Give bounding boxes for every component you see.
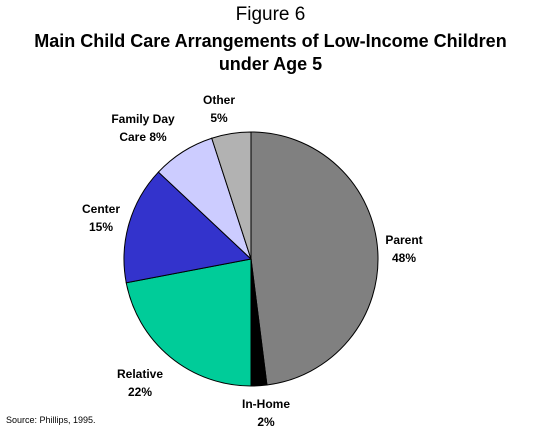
slice-label-1-line-1: 2% (257, 415, 275, 429)
pie-slice-2 (125, 258, 252, 387)
slice-label-1: In-Home 2% (242, 397, 290, 429)
slice-label-4-line-0: Family Day (111, 112, 175, 126)
chart-title-line-2: under Age 5 (218, 54, 323, 74)
slice-label-5-line-0: Other (203, 93, 235, 107)
slice-label-2: Relative 22% (117, 367, 163, 399)
slice-label-2-line-1: 22% (128, 385, 152, 399)
source-note: Source: Phillips, 1995. (6, 415, 96, 425)
slice-label-0-line-0: Parent (385, 233, 422, 247)
slice-label-0: Parent 48% (385, 233, 422, 265)
slice-label-1-line-0: In-Home (242, 397, 290, 411)
slice-label-3: Center 15% (82, 202, 120, 234)
slice-label-2-line-0: Relative (117, 367, 163, 381)
slice-label-5: Other 5% (203, 93, 235, 125)
chart-title: Main Child Care Arrangements of Low-Inco… (0, 30, 541, 76)
pie-slices (123, 131, 379, 387)
slice-label-3-line-0: Center (82, 202, 120, 216)
slice-label-4-line-1: Care 8% (119, 130, 167, 144)
pie-slice-3 (123, 171, 253, 284)
pie-slice-0 (250, 131, 379, 386)
pie-labels: Parent 48% In-Home 2% Relative 22% Center 15% Fa… (82, 93, 423, 429)
chart-title-line-1: Main Child Care Arrangements of Low-Inco… (34, 31, 507, 51)
pie-slice-5 (211, 131, 252, 260)
figure-label: Figure 6 (235, 4, 306, 25)
slice-label-3-line-1: 15% (89, 220, 113, 234)
slice-label-0-line-1: 48% (392, 251, 416, 265)
slice-label-5-line-1: 5% (210, 111, 228, 125)
slice-label-4: Family Day Care 8% (111, 112, 175, 144)
